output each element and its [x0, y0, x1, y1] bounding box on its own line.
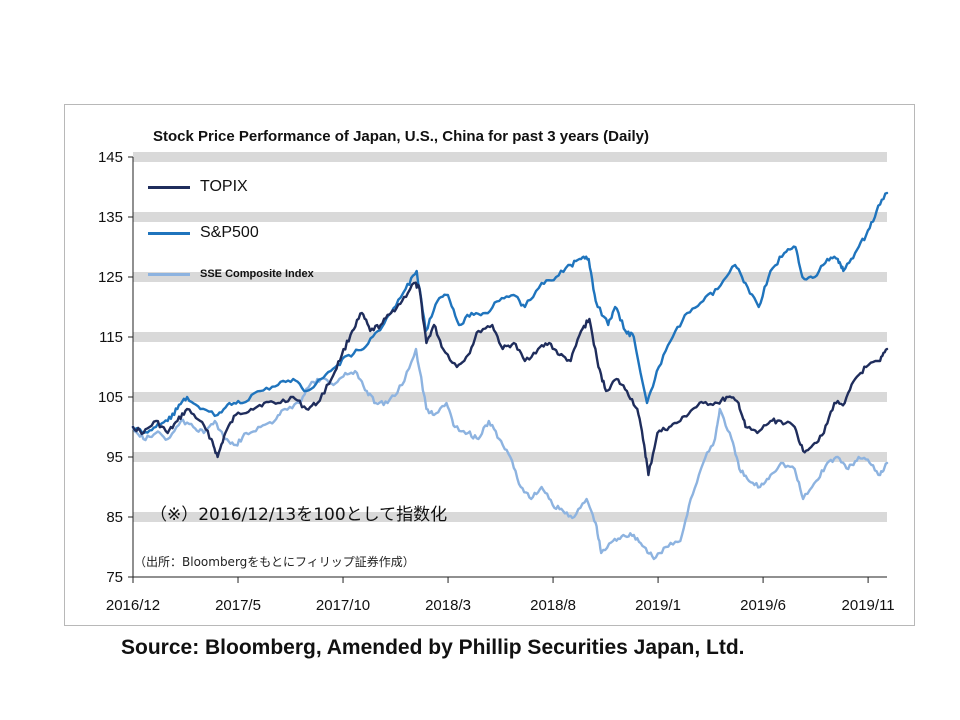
x-tick-label: 2019/1 [635, 597, 681, 614]
grid-band [133, 152, 887, 162]
data-source-note: （出所：Bloombergをもとにフィリップ証券作成） [134, 555, 415, 569]
legend-swatch-sse [148, 272, 190, 276]
x-axis-ticks: 2016/12 2017/5 2017/10 2018/3 2018/8 2019/1 20… [106, 577, 895, 614]
legend-item-sse: SSE Composite Index [148, 268, 314, 280]
legend-label-topix: TOPIX [200, 178, 248, 195]
series-line-sse-composite-index [131, 347, 889, 561]
axes [132, 157, 887, 578]
y-tick-label: 115 [99, 329, 123, 346]
chart-title: Stock Price Performance of Japan, U.S., … [153, 128, 650, 145]
grid-band [133, 512, 887, 522]
y-axis-ticks: 75 85 95 105 115 125 135 145 [98, 149, 133, 586]
grid-band [133, 332, 887, 342]
grid-band [133, 272, 887, 282]
legend-item-sp500: S&P500 [148, 224, 259, 242]
index-note: （※）2016/12/13を100として指数化 [150, 505, 448, 525]
legend-label-sp500: S&P500 [200, 224, 259, 241]
series-line-s-p500 [131, 191, 889, 435]
chart-frame [64, 104, 915, 626]
x-tick-label: 2018/8 [530, 597, 576, 614]
grid-band [133, 392, 887, 402]
legend-item-topix: TOPIX [148, 178, 248, 196]
source-caption: Source: Bloomberg, Amended by Phillip Se… [121, 636, 745, 659]
y-tick-label: 105 [98, 389, 123, 406]
y-tick-label: 85 [106, 509, 123, 526]
series-line-topix [131, 281, 889, 477]
legend-label-sse: SSE Composite Index [200, 268, 314, 280]
legend-swatch-sp500 [148, 231, 190, 235]
x-tick-label: 2018/3 [425, 597, 471, 614]
y-tick-label: 95 [106, 449, 123, 466]
grid-band [133, 212, 887, 222]
x-tick-label: 2019/6 [740, 597, 786, 614]
x-tick-label: 2017/10 [316, 597, 370, 614]
grid-bands [133, 152, 887, 522]
y-tick-label: 145 [98, 149, 123, 166]
x-tick-label: 2017/5 [215, 597, 261, 614]
y-tick-label: 135 [98, 209, 123, 226]
legend-swatch-topix [148, 185, 190, 189]
x-tick-label: 2016/12 [106, 597, 160, 614]
y-tick-label: 75 [106, 569, 123, 586]
x-tick-label: 2019/11 [842, 597, 895, 614]
y-tick-label: 125 [98, 269, 123, 286]
series-lines [131, 191, 889, 561]
